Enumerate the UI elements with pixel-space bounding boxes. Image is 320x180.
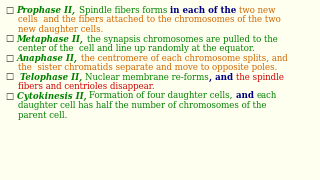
Text: parent cell.: parent cell. bbox=[18, 111, 67, 120]
Text: fibers and centrioles disappear.: fibers and centrioles disappear. bbox=[18, 82, 154, 91]
Text: the synapsis chromosomes are pulled to the: the synapsis chromosomes are pulled to t… bbox=[86, 35, 277, 44]
Text: □: □ bbox=[6, 91, 17, 100]
Text: □: □ bbox=[6, 53, 17, 62]
Text: cells  and the fibers attached to the chromosomes of the two: cells and the fibers attached to the chr… bbox=[18, 15, 280, 24]
Text: the  sister chromatids separate and move to opposite poles.: the sister chromatids separate and move … bbox=[18, 63, 277, 72]
Text: the spindle: the spindle bbox=[236, 73, 284, 82]
Text: Formation of four daughter cells,: Formation of four daughter cells, bbox=[89, 91, 236, 100]
Text: Metaphase II,: Metaphase II, bbox=[17, 35, 86, 44]
Text: , and: , and bbox=[209, 73, 236, 82]
Text: center of the  cell and line up randomly at the equator.: center of the cell and line up randomly … bbox=[18, 44, 254, 53]
Text: Telophase II,: Telophase II, bbox=[17, 73, 85, 82]
Text: each: each bbox=[257, 91, 277, 100]
Text: □: □ bbox=[6, 73, 17, 82]
Text: and: and bbox=[236, 91, 257, 100]
Text: Anaphase II,: Anaphase II, bbox=[17, 53, 81, 62]
Text: Prophase II,: Prophase II, bbox=[17, 6, 79, 15]
Text: □: □ bbox=[6, 35, 17, 44]
Text: Spindle fibers forms: Spindle fibers forms bbox=[79, 6, 170, 15]
Text: two new: two new bbox=[239, 6, 276, 15]
Text: daughter cell has half the number of chromosomes of the: daughter cell has half the number of chr… bbox=[18, 101, 266, 110]
Text: new daughter cells.: new daughter cells. bbox=[18, 25, 103, 34]
Text: Cytokinesis II,: Cytokinesis II, bbox=[17, 91, 89, 100]
Text: Nuclear membrane re-forms: Nuclear membrane re-forms bbox=[85, 73, 209, 82]
Text: in each of the: in each of the bbox=[170, 6, 239, 15]
Text: the centromere of each chromosome splits, and: the centromere of each chromosome splits… bbox=[81, 53, 287, 62]
Text: □: □ bbox=[6, 6, 17, 15]
